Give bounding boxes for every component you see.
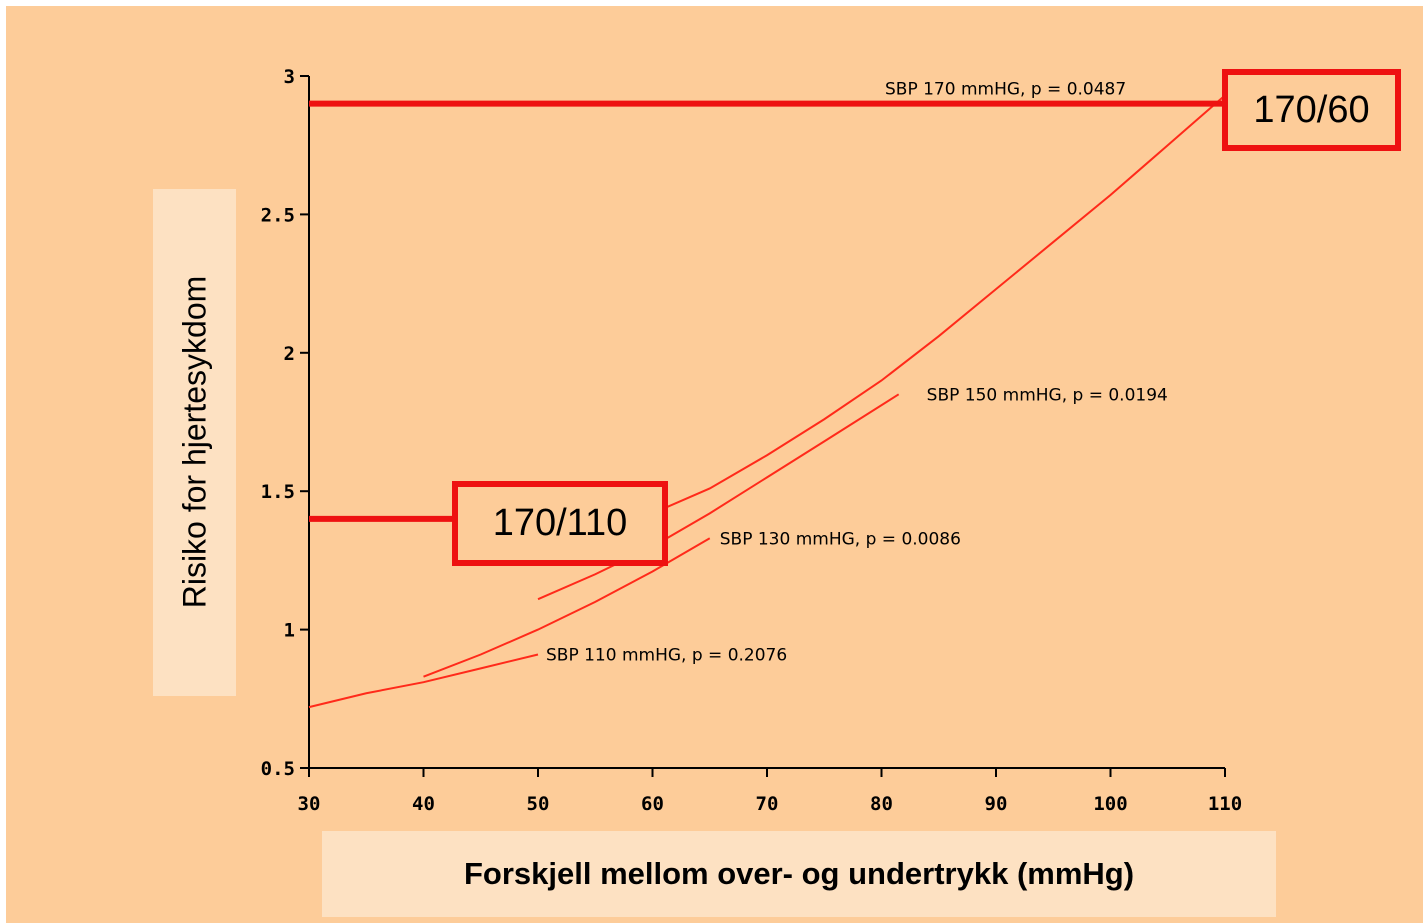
callout-170-110: 170/110 (452, 481, 668, 566)
series-label: SBP 150 mmHG, p = 0.0194 (927, 385, 1168, 405)
x-tick-label: 70 (756, 793, 779, 815)
y-tick-label: 1.5 (261, 481, 295, 503)
x-tick-label: 60 (641, 793, 664, 815)
y-tick-label: 0.5 (261, 758, 295, 780)
x-tick-label: 50 (527, 793, 550, 815)
chart-axes: 30 40 50 60 70 80 90 100 110 0.5 1 1.5 2 2.5 3 (261, 66, 1242, 815)
y-tick-label: 3 (284, 66, 295, 88)
series-line (652, 94, 1226, 515)
x-axis-label-box: Forskjell mellom over- og undertrykk (mm… (322, 831, 1276, 917)
series-label: SBP 130 mmHG, p = 0.0086 (720, 529, 961, 549)
slide-background: Risiko for hjertesykdom 30 40 50 60 70 80 90 10… (6, 6, 1423, 923)
series-label: SBP 110 mmHG, p = 0.2076 (546, 646, 787, 666)
x-tick-label: 110 (1208, 793, 1242, 815)
highlight-lines (309, 100, 1226, 522)
x-tick-label: 100 (1093, 793, 1127, 815)
series-labels: SBP 110 mmHG, p = 0.2076 SBP 130 mmHG, p … (546, 79, 1168, 665)
y-tick-label: 1 (284, 620, 295, 642)
line-chart: 30 40 50 60 70 80 90 100 110 0.5 1 1.5 2 2.5 3 SBP 110… (261, 66, 1242, 815)
y-axis-label-box (153, 189, 236, 696)
callout-170-60: 170/60 (1222, 69, 1401, 151)
x-tick-label: 30 (298, 793, 321, 815)
x-tick-label: 40 (412, 793, 435, 815)
y-tick-label: 2 (284, 343, 295, 365)
x-tick-label: 90 (985, 793, 1008, 815)
x-axis-label: Forskjell mellom over- og undertrykk (mm… (463, 856, 1135, 891)
series-label: SBP 170 mmHG, p = 0.0487 (885, 79, 1126, 99)
x-tick-label: 80 (870, 793, 893, 815)
series-line (308, 653, 539, 709)
y-tick-label: 2.5 (261, 204, 295, 226)
series-line (537, 393, 900, 601)
